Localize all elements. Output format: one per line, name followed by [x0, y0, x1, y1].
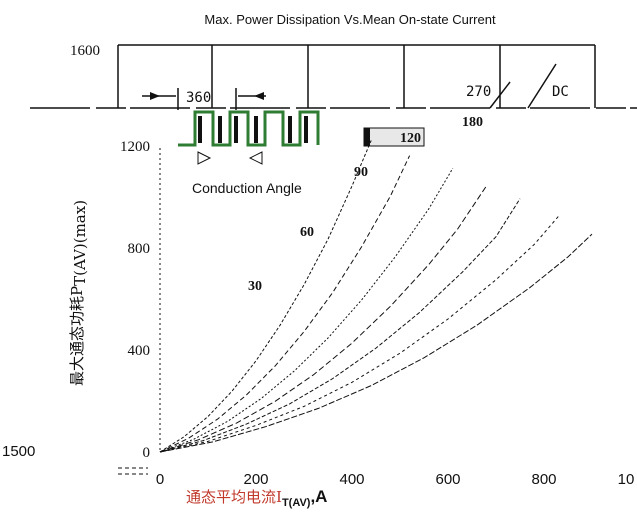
x-tick-label: 800: [531, 471, 556, 488]
y-tick-label: 800: [128, 241, 151, 257]
waveform: [178, 110, 320, 147]
x-axis-label: 通态平均电流IT(AV),A: [186, 487, 327, 509]
curve-labels: 30 60 90 120 180 270 DC: [248, 84, 569, 294]
curve-90: [159, 168, 454, 453]
curve-label-30: 30: [248, 279, 262, 294]
x-tick-label: 200: [243, 471, 268, 488]
y-tick-label: 400: [128, 343, 151, 359]
x-label-main: 通态平均电流I: [186, 488, 282, 506]
y-tick-label: 0: [143, 445, 151, 461]
curve-label-270: 270: [466, 84, 491, 100]
svg-text:最大通态功耗PT(AV)(max): 最大通态功耗PT(AV)(max): [68, 200, 89, 386]
y-axis-ticks: 0 400 800 1200 1600: [70, 43, 150, 461]
x-label-unit: ,A: [310, 487, 327, 506]
curve-dc: [159, 233, 593, 453]
curve-label-60: 60: [300, 225, 314, 240]
period-label: 360: [186, 90, 211, 106]
top-frame: [30, 44, 637, 109]
curve-120: [159, 185, 487, 453]
y-tick-label: 1600: [70, 43, 100, 59]
y-axis-label: 最大通态功耗PT(AV)(max): [68, 200, 89, 386]
x-tick-label: 400: [339, 471, 364, 488]
curve-label-dc: DC: [552, 84, 569, 100]
x-tick-label: 10: [618, 471, 635, 488]
angle-arrow-left: [248, 151, 263, 165]
x-tick-label: 600: [435, 471, 460, 488]
x-axis-ticks: 0 200 400 600 800 10: [156, 471, 635, 488]
angle-arrow-right: [197, 151, 212, 165]
chart-title: Max. Power Dissipation Vs.Mean On-state …: [204, 12, 496, 27]
conduction-bars: [198, 116, 308, 143]
curve-270: [159, 216, 559, 453]
left-edge-label: 1500: [2, 443, 35, 460]
curves: [159, 140, 593, 453]
y-label-main: 最大通态功耗P: [68, 286, 86, 386]
curve-60: [159, 155, 411, 453]
curve-180: [159, 198, 521, 453]
conduction-angle-inset: 360 Conduction Angle: [142, 88, 320, 196]
x-tick-label: 0: [156, 471, 164, 488]
x-label-sub: T(AV): [282, 497, 311, 509]
curve-label-180: 180: [462, 115, 483, 130]
series-marker-lines: [363, 63, 557, 147]
curve-label-90: 90: [354, 165, 368, 180]
y-label-sub: T(AV)(max): [71, 200, 89, 286]
conduction-angle-label: Conduction Angle: [192, 180, 302, 196]
curve-label-120: 120: [400, 131, 421, 146]
y-tick-label: 1200: [120, 139, 150, 155]
